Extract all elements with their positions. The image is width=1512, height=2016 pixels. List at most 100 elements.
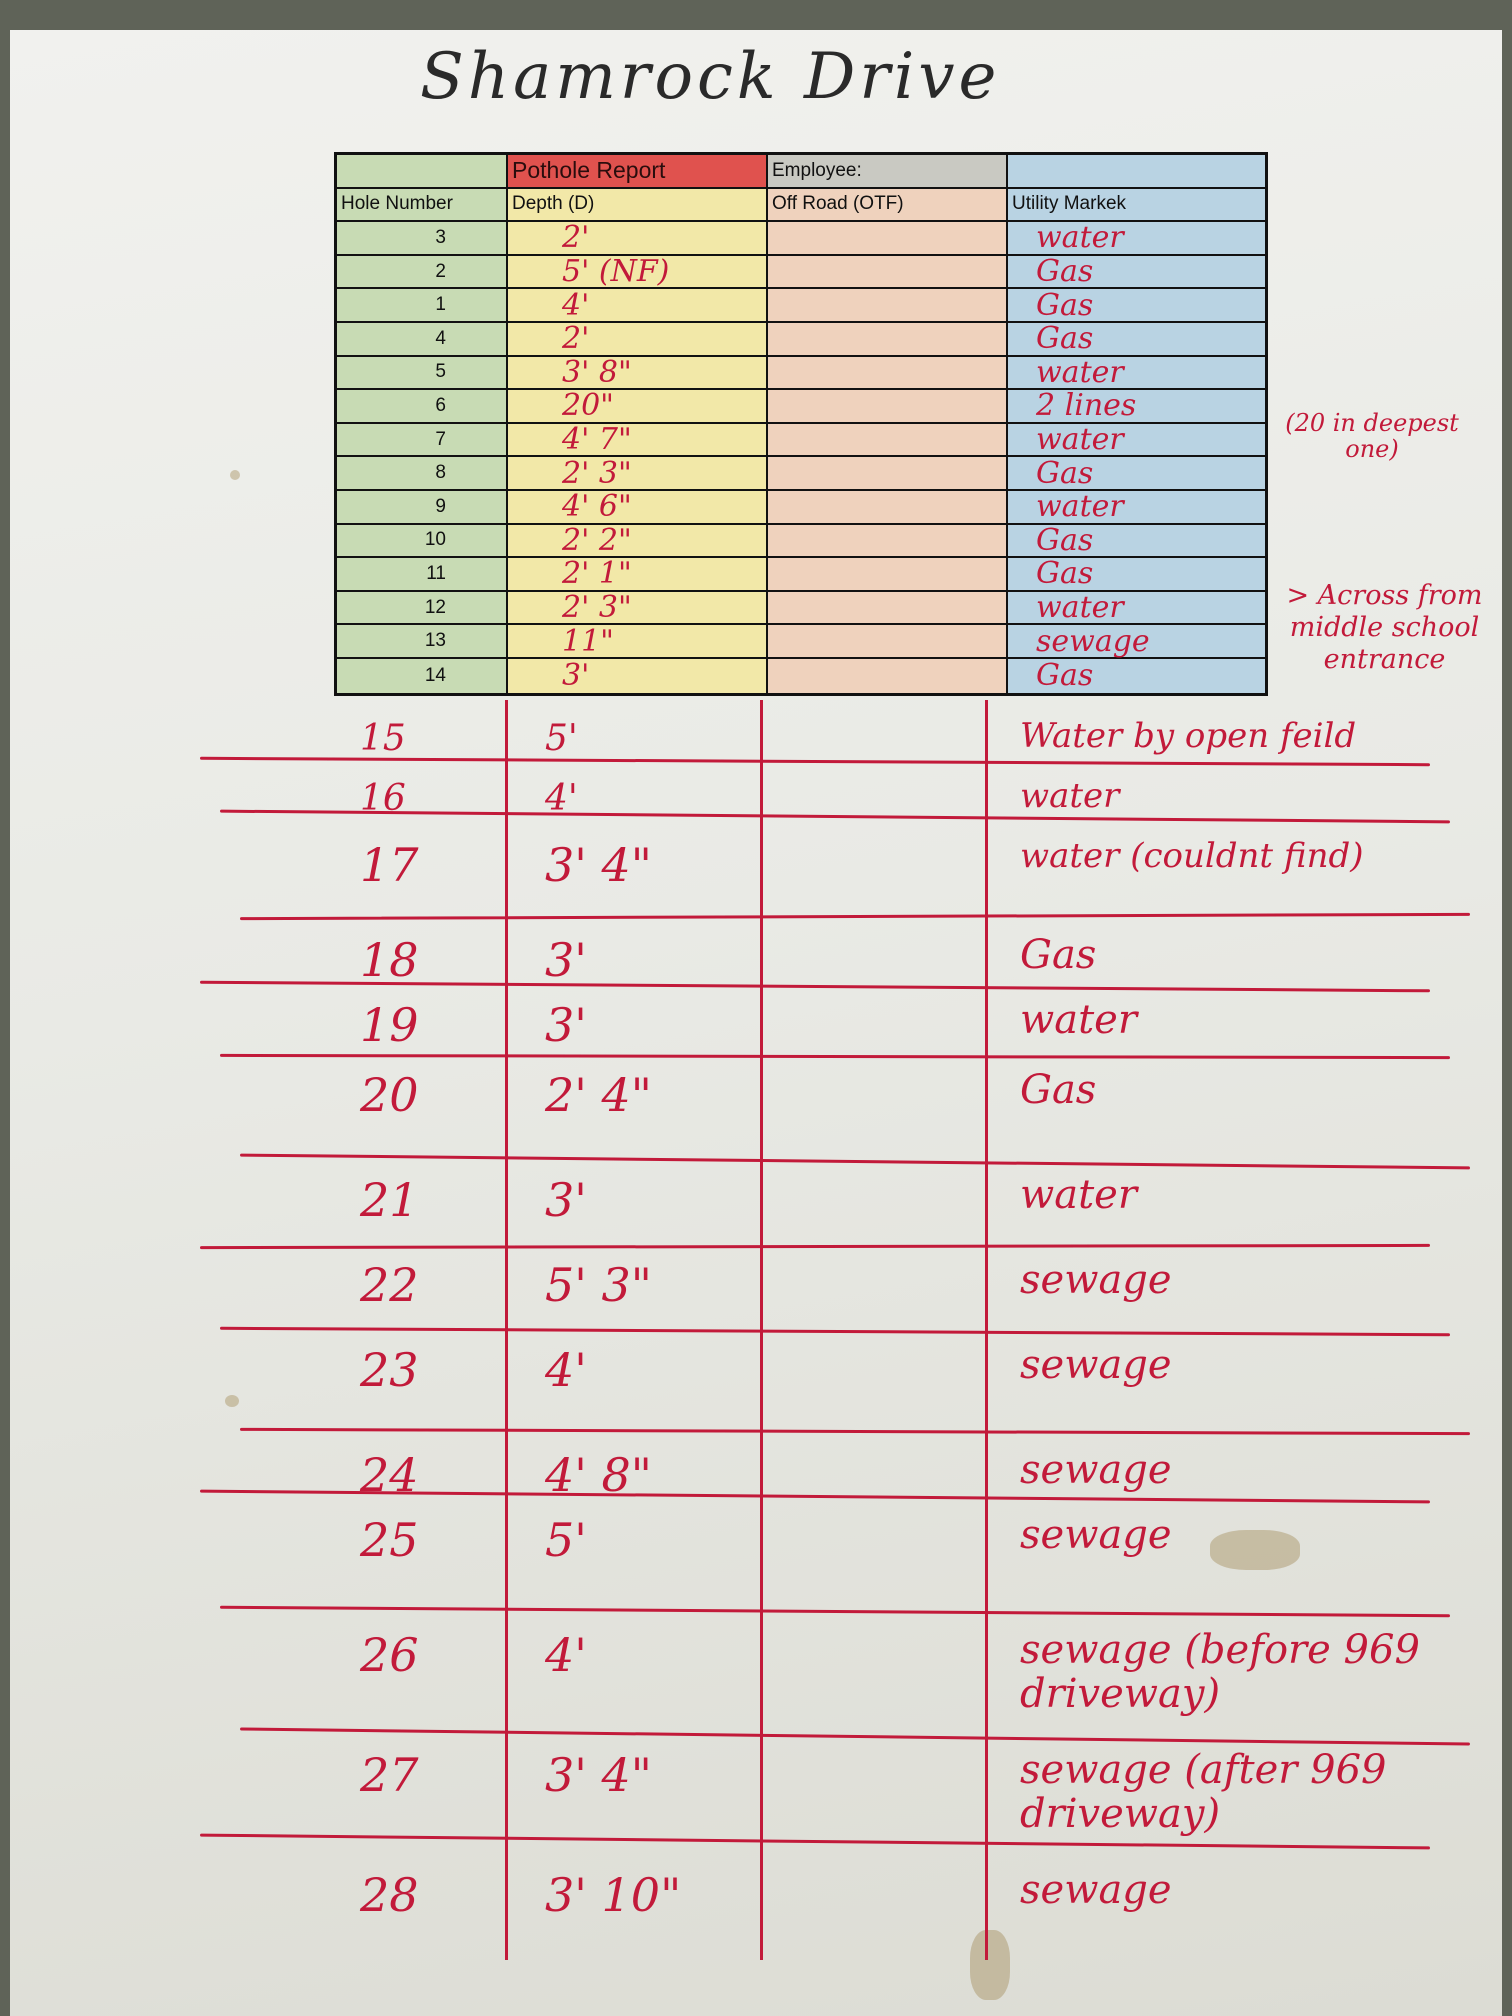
utility-value: sewage: [1020, 1257, 1172, 1303]
depth-value: 4' 8": [545, 1448, 652, 1502]
column-line: [985, 700, 988, 1960]
depth-value: 4': [545, 1628, 587, 1682]
column-line: [505, 700, 508, 1960]
table-row: 1 4' Gas: [337, 287, 1265, 323]
utility-cell: water: [1008, 489, 1265, 524]
depth-cell: 2': [508, 220, 768, 255]
depth-value: 3': [545, 998, 587, 1052]
hole-number: 4: [337, 322, 508, 355]
depth-cell: 4' 6": [508, 489, 768, 525]
utility-value: sewage: [1020, 1447, 1172, 1493]
table-row: 10 2' 2" Gas: [337, 522, 1265, 559]
otf-cell: [768, 490, 1008, 523]
utility-value: water: [1036, 220, 1124, 256]
utility-value: Gas: [1036, 522, 1094, 558]
depth-value: 3' 8": [562, 354, 632, 390]
table-row: 9 4' 6" water: [337, 489, 1265, 525]
depth-value: 2' 3": [562, 590, 632, 626]
depth-value: 2' 3": [562, 455, 632, 491]
hole-number: 18: [360, 933, 419, 987]
hole-number: 3: [337, 222, 508, 254]
depth-value: 4' 6": [562, 489, 632, 525]
table-row: 4 2' Gas: [337, 321, 1265, 357]
utility-value: sewage (before 969 driveway): [1020, 1627, 1420, 1717]
utility-cell: Gas: [1008, 321, 1265, 356]
depth-value: 5' 3": [545, 1258, 652, 1312]
utility-value: 2 lines: [1036, 388, 1137, 424]
hole-number: 26: [360, 1628, 419, 1682]
column-line: [760, 700, 763, 1960]
utility-cell: Gas: [1008, 288, 1265, 323]
utility-value: Gas: [1036, 455, 1094, 491]
utility-cell: Gas: [1008, 658, 1265, 694]
hole-number: 28: [360, 1868, 419, 1922]
utility-value: sewage: [1036, 623, 1150, 659]
otf-cell: [768, 558, 1008, 590]
depth-cell: 2' 1": [508, 556, 768, 592]
utility-value: sewage: [1020, 1342, 1172, 1388]
depth-cell: 3': [508, 658, 768, 694]
hole-number: 2: [337, 255, 508, 288]
utility-value: sewage: [1020, 1512, 1172, 1558]
utility-cell: water: [1008, 422, 1265, 457]
side-note-deepest: (20 in deepest one): [1285, 409, 1459, 463]
depth-value: 3' 4": [545, 1748, 652, 1802]
depth-cell: 2' 3": [508, 455, 768, 491]
hole-number: 15: [360, 718, 406, 759]
utility-value: water: [1020, 1172, 1137, 1218]
depth-value: 4': [562, 287, 590, 323]
depth-value: 2' 2": [562, 522, 632, 558]
hole-number: 1: [337, 289, 508, 321]
depth-value: 3': [545, 933, 587, 987]
hole-number: 16: [360, 778, 406, 819]
depth-value: 11": [562, 623, 614, 659]
depth-cell: 2': [508, 321, 768, 356]
utility-value: water: [1036, 590, 1124, 626]
utility-cell: water: [1008, 590, 1265, 626]
blank-header-cell: [337, 155, 508, 187]
hole-number: 14: [337, 658, 508, 693]
utility-value: Gas: [1036, 254, 1094, 290]
depth-cell: 2' 2": [508, 522, 768, 558]
otf-cell: [768, 625, 1008, 657]
depth-value: 2' 1": [562, 556, 632, 592]
otf-cell: [768, 658, 1008, 693]
hole-number: 17: [360, 838, 419, 892]
depth-value: 3': [562, 658, 590, 694]
utility-value: Water by open feild: [1020, 716, 1357, 756]
depth-value: 3' 4": [545, 838, 652, 892]
hole-number: 11: [337, 558, 508, 590]
utility-cell: water: [1008, 355, 1265, 390]
utility-cell: Gas: [1008, 254, 1265, 290]
table-row: 5 3' 8" water: [337, 354, 1265, 391]
utility-value: water (couldnt find): [1020, 836, 1364, 876]
depth-value: 4' 7": [562, 422, 632, 458]
otf-cell: [768, 591, 1008, 624]
hole-number: 23: [360, 1343, 419, 1397]
table-row: 13 11" sewage: [337, 623, 1265, 659]
utility-cell: 2 lines: [1008, 388, 1265, 424]
depth-value: 3': [545, 1173, 587, 1227]
hole-number: 22: [360, 1258, 419, 1312]
utility-value: water: [1020, 776, 1120, 816]
otf-cell: [768, 222, 1008, 254]
hole-number: 9: [337, 490, 508, 523]
utility-value: sewage: [1020, 1867, 1172, 1913]
page-title: Shamrock Drive: [420, 40, 1001, 114]
depth-value: 2' 4": [545, 1068, 652, 1122]
depth-value: 5': [545, 718, 578, 759]
utility-value: Gas: [1020, 1067, 1097, 1113]
otf-cell: [768, 289, 1008, 321]
hole-number: 24: [360, 1448, 419, 1502]
hole-number: 8: [337, 457, 508, 489]
table-row: 12 2' 3" water: [337, 590, 1265, 626]
hole-number: 6: [337, 390, 508, 422]
depth-cell: 11": [508, 623, 768, 659]
depth-value: 20": [562, 388, 614, 424]
utility-value: water: [1020, 997, 1137, 1043]
table-row: 3 2' water: [337, 220, 1265, 256]
utility-value: Gas: [1036, 556, 1094, 592]
pothole-report-table: Pothole Report Employee: Hole Number Dep…: [334, 152, 1268, 696]
utility-value: Gas: [1036, 658, 1094, 694]
utility-cell: Gas: [1008, 455, 1265, 491]
